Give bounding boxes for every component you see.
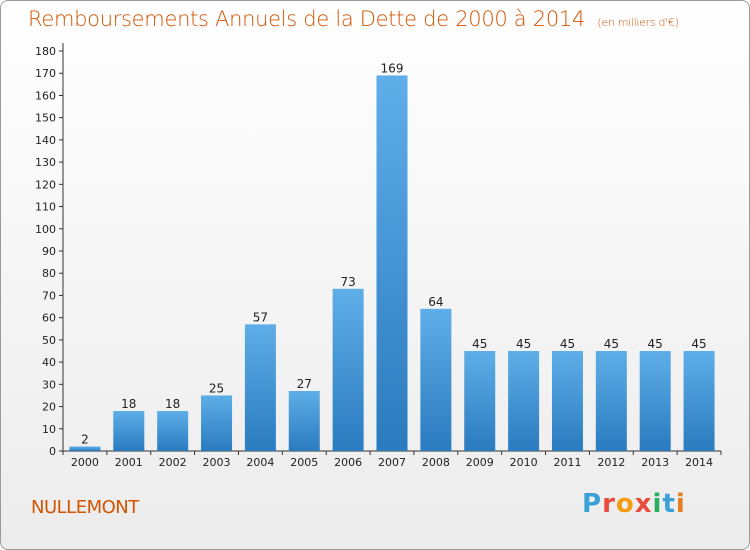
- logo-letter: r: [602, 489, 616, 519]
- bar-value-label: 45: [648, 337, 663, 351]
- bar: [683, 351, 715, 451]
- chart-title-text: Remboursements Annuels de la Dette de 20…: [28, 7, 585, 31]
- bar-value-label: 45: [604, 337, 619, 351]
- x-tick-label: 2013: [641, 456, 669, 469]
- bar: [244, 324, 276, 451]
- bar: [201, 395, 233, 451]
- logo-letter: i: [675, 489, 686, 519]
- x-tick-label: 2007: [378, 456, 406, 469]
- chart-unit-label: (en milliers d'€): [597, 16, 679, 29]
- commune-name: NULLEMONT: [31, 497, 139, 518]
- y-tick-label: 50: [42, 334, 56, 347]
- bar: [464, 351, 496, 451]
- chart-axes: 0 10 20 30 40 50 60 70 80 90 100 110 120 130 140 150 160…: [35, 43, 722, 469]
- bar: [508, 351, 540, 451]
- x-tick-label: 2009: [466, 456, 494, 469]
- x-tick-label: 2011: [553, 456, 581, 469]
- bar-value-label: 45: [516, 337, 531, 351]
- y-tick-label: 100: [35, 223, 56, 236]
- y-tick-label: 80: [42, 267, 56, 280]
- bar-value-label: 18: [165, 397, 180, 411]
- proxiti-logo: Proxiti: [582, 489, 686, 519]
- y-tick-label: 110: [35, 201, 56, 214]
- y-tick-label: 120: [35, 178, 56, 191]
- bar: [69, 446, 101, 451]
- bar: [113, 411, 145, 451]
- x-tick-label: 2010: [510, 456, 538, 469]
- bar-value-label: 73: [340, 275, 355, 289]
- bar: [595, 351, 627, 451]
- bar: [639, 351, 671, 451]
- x-tick-label: 2001: [115, 456, 143, 469]
- bar-value-label: 45: [472, 337, 487, 351]
- bar-value-label: 64: [428, 295, 443, 309]
- y-tick-label: 0: [49, 445, 56, 458]
- bar: [288, 391, 320, 451]
- y-tick-label: 150: [35, 112, 56, 125]
- x-tick-label: 2002: [159, 456, 187, 469]
- bar-value-label: 25: [209, 381, 224, 395]
- x-tick-label: 2004: [246, 456, 274, 469]
- x-tick-label: 2008: [422, 456, 450, 469]
- chart-title: Remboursements Annuels de la Dette de 20…: [28, 7, 679, 31]
- x-tick-label: 2000: [71, 456, 99, 469]
- bar: [157, 411, 189, 451]
- bar-value-label: 169: [381, 61, 404, 75]
- x-tick-label: 2012: [597, 456, 625, 469]
- y-tick-label: 170: [35, 67, 56, 80]
- x-tick-label: 2003: [203, 456, 231, 469]
- y-tick-label: 140: [35, 134, 56, 147]
- bar-value-label: 45: [691, 337, 706, 351]
- logo-letter: o: [615, 489, 635, 519]
- logo-letter: P: [582, 489, 603, 519]
- y-tick-label: 60: [42, 312, 56, 325]
- bar-value-label: 45: [560, 337, 575, 351]
- bar-value-label: 2: [81, 433, 89, 447]
- chart-data-labels: 2 18 18 25 57 27 73 169 64 45 45 45 45 45 45: [81, 61, 707, 446]
- bar: [420, 308, 452, 451]
- bar-value-label: 27: [297, 377, 312, 391]
- bar: [551, 351, 583, 451]
- logo-letter: t: [662, 489, 676, 519]
- logo-letter: i: [652, 489, 663, 519]
- y-tick-label: 20: [42, 401, 56, 414]
- x-tick-label: 2006: [334, 456, 362, 469]
- y-tick-label: 40: [42, 356, 56, 369]
- bar-value-label: 57: [253, 310, 268, 324]
- y-tick-label: 30: [42, 378, 56, 391]
- y-tick-label: 130: [35, 156, 56, 169]
- y-tick-label: 90: [42, 245, 56, 258]
- bar: [376, 75, 408, 451]
- y-tick-label: 70: [42, 289, 56, 302]
- bar: [332, 288, 364, 451]
- y-tick-label: 10: [42, 423, 56, 436]
- y-tick-label: 160: [35, 89, 56, 102]
- bar-value-label: 18: [121, 397, 136, 411]
- logo-letter: x: [634, 489, 653, 519]
- x-tick-label: 2014: [685, 456, 713, 469]
- y-tick-label: 180: [35, 45, 56, 58]
- x-tick-label: 2005: [290, 456, 318, 469]
- chart-bars: [69, 75, 715, 451]
